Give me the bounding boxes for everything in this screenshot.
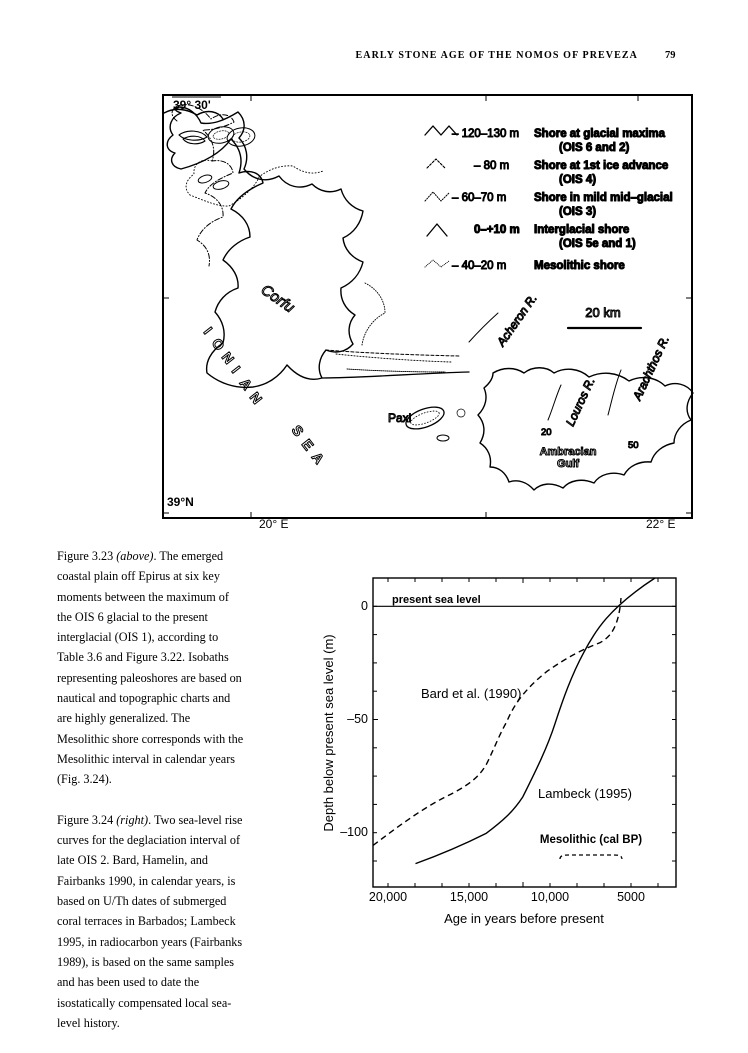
svg-text:A: A — [309, 449, 328, 467]
svg-text:– 40–20 m: – 40–20 m — [452, 260, 506, 272]
svg-text:N: N — [219, 349, 238, 367]
svg-text:A: A — [237, 375, 256, 393]
svg-text:Interglacial shore: Interglacial shore — [534, 224, 629, 236]
svg-text:Shore at 1st ice advance: Shore at 1st ice advance — [534, 160, 668, 172]
svg-text:Gulf: Gulf — [557, 458, 579, 470]
svg-text:O: O — [209, 335, 228, 354]
svg-text:(OIS 5e and 1): (OIS 5e and 1) — [559, 238, 636, 250]
svg-text:Lambeck (1995): Lambeck (1995) — [538, 786, 632, 801]
svg-text:– 80 m: – 80 m — [474, 160, 509, 172]
svg-text:–50: –50 — [347, 712, 368, 726]
svg-text:10,000: 10,000 — [531, 890, 569, 904]
svg-text:(OIS 3): (OIS 3) — [559, 206, 596, 218]
svg-text:20,000: 20,000 — [369, 890, 407, 904]
svg-text:Depth below present sea level: Depth below present sea level (m) — [321, 634, 336, 831]
svg-text:I: I — [201, 324, 216, 337]
svg-text:Shore in mild mid–glacial: Shore in mild mid–glacial — [534, 192, 673, 204]
svg-text:Acheron R.: Acheron R. — [493, 292, 539, 350]
svg-text:– 60–70 m: – 60–70 m — [452, 192, 506, 204]
svg-text:Louros R.: Louros R. — [563, 375, 598, 428]
svg-text:5000: 5000 — [617, 890, 645, 904]
svg-text:39°N: 39°N — [167, 495, 194, 509]
svg-text:I: I — [229, 363, 244, 376]
svg-text:–100: –100 — [340, 825, 368, 839]
svg-text:20° E: 20° E — [259, 517, 288, 531]
svg-text:Age in years before present: Age in years before present — [444, 911, 604, 926]
svg-text:22° E: 22° E — [646, 517, 675, 531]
svg-text:Arachthos R.: Arachthos R. — [630, 333, 672, 403]
svg-text:E: E — [299, 436, 317, 453]
svg-text:(OIS 6 and 2): (OIS 6 and 2) — [559, 142, 629, 154]
svg-text:Bard et al. (1990): Bard et al. (1990) — [421, 686, 521, 701]
svg-text:50: 50 — [628, 440, 639, 451]
svg-text:– 120–130 m: – 120–130 m — [452, 128, 519, 140]
svg-text:present sea level: present sea level — [392, 594, 481, 606]
svg-text:15,000: 15,000 — [450, 890, 488, 904]
svg-text:(OIS 4): (OIS 4) — [559, 174, 596, 186]
svg-text:Mesolithic shore: Mesolithic shore — [534, 260, 625, 272]
svg-text:Corfu: Corfu — [258, 281, 298, 316]
svg-text:Shore at glacial maxima: Shore at glacial maxima — [534, 128, 666, 140]
svg-text:20 km: 20 km — [585, 305, 620, 320]
svg-text:Ambracian: Ambracian — [540, 446, 597, 458]
svg-text:0: 0 — [361, 599, 368, 613]
svg-text:20: 20 — [541, 427, 552, 438]
svg-text:0–+10 m: 0–+10 m — [474, 224, 520, 236]
svg-text:Mesolithic (cal BP): Mesolithic (cal BP) — [540, 834, 642, 846]
svg-text:N: N — [247, 389, 266, 407]
svg-text:S: S — [289, 422, 307, 439]
